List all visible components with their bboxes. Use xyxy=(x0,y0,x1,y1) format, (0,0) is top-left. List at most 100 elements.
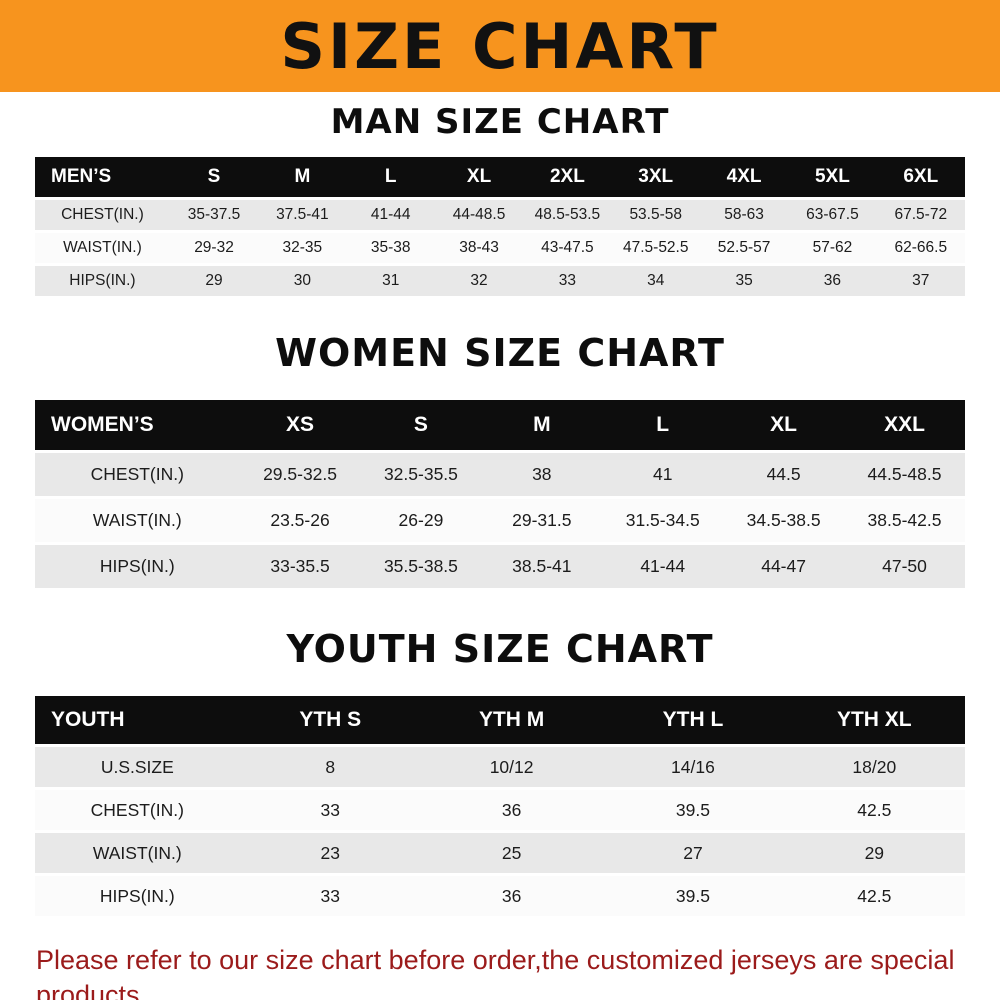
size-value-cell: 8 xyxy=(239,747,421,787)
row-label: WAIST(IN.) xyxy=(35,499,240,542)
women-size-section: WOMEN SIZE CHART WOMEN’S XS S M L XL XXL CHEST(… xyxy=(0,331,1000,591)
size-value-cell: 31.5-34.5 xyxy=(602,499,724,542)
column-header: 5XL xyxy=(788,157,877,197)
table-row: WAIST(IN.) 23 25 27 29 xyxy=(35,833,965,873)
size-value-cell: 44-47 xyxy=(723,545,845,588)
section-title-youth: YOUTH SIZE CHART xyxy=(286,627,714,671)
column-header: 3XL xyxy=(611,157,700,197)
size-value-cell: 48.5-53.5 xyxy=(523,200,612,230)
size-value-cell: 39.5 xyxy=(602,790,784,830)
size-value-cell: 29-31.5 xyxy=(481,499,603,542)
size-value-cell: 63-67.5 xyxy=(788,200,877,230)
column-header: XL xyxy=(723,400,845,450)
header-row: MEN’S S M L XL 2XL 3XL 4XL 5XL 6XL xyxy=(35,157,965,197)
size-value-cell: 36 xyxy=(420,876,603,916)
column-header: M xyxy=(481,400,603,450)
size-value-cell: 44-48.5 xyxy=(434,200,524,230)
column-header: YTH XL xyxy=(783,696,965,744)
table-row: WAIST(IN.) 23.5-26 26-29 29-31.5 31.5-34.5 34… xyxy=(35,499,965,542)
row-label: CHEST(IN.) xyxy=(35,790,240,830)
table-row: U.S.SIZE 8 10/12 14/16 18/20 xyxy=(35,747,965,787)
column-header: 4XL xyxy=(699,157,789,197)
size-value-cell: 29.5-32.5 xyxy=(239,453,361,496)
size-value-cell: 29 xyxy=(783,833,965,873)
size-value-cell: 25 xyxy=(420,833,603,873)
size-value-cell: 47-50 xyxy=(844,545,965,588)
size-value-cell: 57-62 xyxy=(788,233,877,263)
table-row: CHEST(IN.) 33 36 39.5 42.5 xyxy=(35,790,965,830)
banner: SIZE CHART xyxy=(0,0,1000,92)
size-value-cell: 44.5 xyxy=(723,453,845,496)
size-value-cell: 36 xyxy=(420,790,603,830)
table-row: HIPS(IN.) 29 30 31 32 33 34 35 36 37 xyxy=(35,266,965,296)
table-row: HIPS(IN.) 33-35.5 35.5-38.5 38.5-41 41-44 44-… xyxy=(35,545,965,588)
row-label: HIPS(IN.) xyxy=(35,545,240,588)
table-row: HIPS(IN.) 33 36 39.5 42.5 xyxy=(35,876,965,916)
section-title-women: WOMEN SIZE CHART xyxy=(275,331,725,375)
size-value-cell: 32 xyxy=(434,266,524,296)
size-value-cell: 58-63 xyxy=(699,200,789,230)
row-label: WAIST(IN.) xyxy=(35,833,240,873)
size-value-cell: 36 xyxy=(788,266,877,296)
size-value-cell: 35 xyxy=(699,266,789,296)
youth-size-table: YOUTH YTH S YTH M YTH L YTH XL U.S.SIZE 8 10/12… xyxy=(35,693,965,919)
column-header: XL xyxy=(434,157,524,197)
size-value-cell: 23.5-26 xyxy=(239,499,361,542)
table-row: CHEST(IN.) 35-37.5 37.5-41 41-44 44-48.5 48.5… xyxy=(35,200,965,230)
size-value-cell: 41-44 xyxy=(602,545,724,588)
size-value-cell: 26-29 xyxy=(360,499,482,542)
size-value-cell: 18/20 xyxy=(783,747,965,787)
column-header: XXL xyxy=(844,400,965,450)
column-header: MEN’S xyxy=(35,157,170,197)
row-label: CHEST(IN.) xyxy=(35,453,240,496)
size-value-cell: 47.5-52.5 xyxy=(611,233,700,263)
size-value-cell: 37 xyxy=(876,266,965,296)
size-value-cell: 35.5-38.5 xyxy=(360,545,482,588)
size-value-cell: 39.5 xyxy=(602,876,784,916)
size-value-cell: 32.5-35.5 xyxy=(360,453,482,496)
size-value-cell: 23 xyxy=(239,833,421,873)
size-value-cell: 30 xyxy=(258,266,347,296)
size-value-cell: 27 xyxy=(602,833,784,873)
size-value-cell: 41 xyxy=(602,453,724,496)
column-header: 6XL xyxy=(876,157,965,197)
size-value-cell: 43-47.5 xyxy=(523,233,612,263)
row-label: U.S.SIZE xyxy=(35,747,240,787)
table-row: CHEST(IN.) 29.5-32.5 32.5-35.5 38 41 44.5 44.5… xyxy=(35,453,965,496)
youth-size-section: YOUTH SIZE CHART YOUTH YTH S YTH M YTH L YTH… xyxy=(0,627,1000,919)
size-value-cell: 33 xyxy=(239,790,421,830)
size-value-cell: 32-35 xyxy=(258,233,347,263)
header-row: YOUTH YTH S YTH M YTH L YTH XL xyxy=(35,696,965,744)
footer-note: Please refer to our size chart before or… xyxy=(0,943,1000,1000)
size-value-cell: 38.5-41 xyxy=(481,545,603,588)
size-value-cell: 29 xyxy=(169,266,259,296)
table-row: WAIST(IN.) 29-32 32-35 35-38 38-43 43-47.5 47.… xyxy=(35,233,965,263)
size-value-cell: 33 xyxy=(239,876,421,916)
column-header: XS xyxy=(239,400,361,450)
size-value-cell: 62-66.5 xyxy=(876,233,965,263)
column-header: M xyxy=(258,157,347,197)
size-value-cell: 37.5-41 xyxy=(258,200,347,230)
column-header: YTH S xyxy=(239,696,421,744)
column-header: YOUTH xyxy=(35,696,240,744)
size-value-cell: 67.5-72 xyxy=(876,200,965,230)
men-size-table: MEN’S S M L XL 2XL 3XL 4XL 5XL 6XL CHEST(IN.) 35-37… xyxy=(35,154,965,299)
size-value-cell: 38.5-42.5 xyxy=(844,499,965,542)
section-title-men: MAN SIZE CHART xyxy=(330,102,670,142)
size-value-cell: 34.5-38.5 xyxy=(723,499,845,542)
size-value-cell: 38 xyxy=(481,453,603,496)
size-value-cell: 52.5-57 xyxy=(699,233,789,263)
column-header: S xyxy=(360,400,482,450)
size-value-cell: 33 xyxy=(523,266,612,296)
size-value-cell: 44.5-48.5 xyxy=(844,453,965,496)
row-label: WAIST(IN.) xyxy=(35,233,170,263)
column-header: YTH L xyxy=(602,696,784,744)
row-label: CHEST(IN.) xyxy=(35,200,170,230)
size-value-cell: 42.5 xyxy=(783,790,965,830)
size-value-cell: 31 xyxy=(346,266,435,296)
header-row: WOMEN’S XS S M L XL XXL xyxy=(35,400,965,450)
size-value-cell: 35-38 xyxy=(346,233,435,263)
column-header: L xyxy=(346,157,435,197)
column-header: YTH M xyxy=(420,696,603,744)
column-header: S xyxy=(169,157,259,197)
